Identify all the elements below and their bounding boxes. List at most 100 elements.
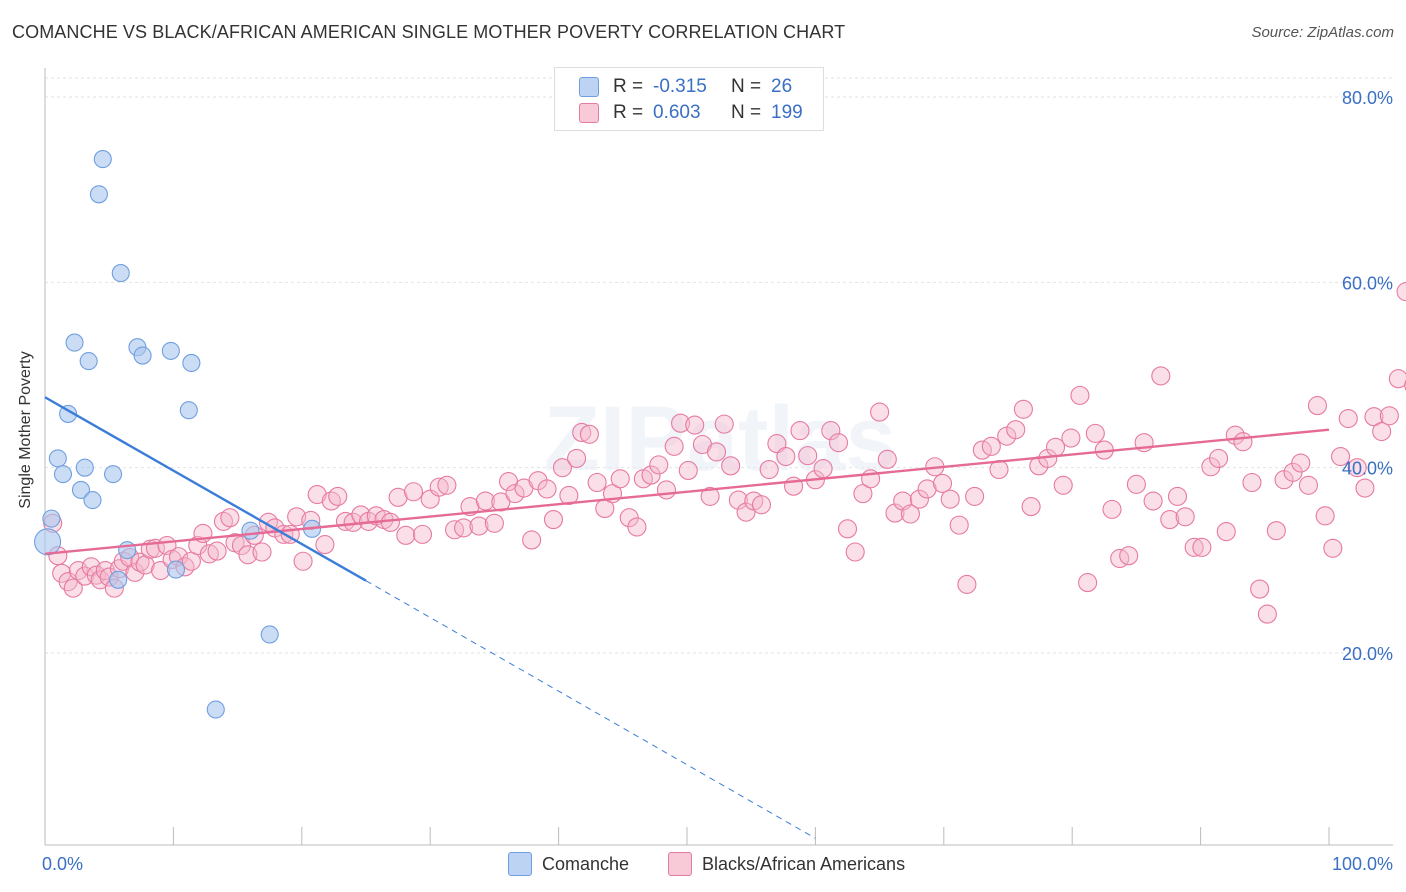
trend-lines <box>44 396 1330 839</box>
legend-row-comanche: R = -0.315 N = 26 <box>579 75 792 99</box>
point-blacks <box>853 484 873 504</box>
point-comanche <box>166 560 186 579</box>
legend-r-value: -0.315 <box>653 76 707 97</box>
bottom-legend-swatch-comanche <box>508 852 532 876</box>
point-blacks <box>828 433 849 453</box>
point-blacks <box>587 472 607 493</box>
point-blacks <box>981 436 1001 456</box>
point-blacks <box>429 477 449 497</box>
point-blacks <box>63 578 83 598</box>
point-blacks <box>1143 491 1163 511</box>
point-blacks <box>798 446 818 466</box>
tick-labels: 20.0% 40.0% 60.0% 80.0% 0.0% 100.0% <box>42 88 1393 874</box>
point-blacks <box>1201 457 1221 477</box>
point-blacks <box>700 486 720 506</box>
point-blacks <box>940 489 960 509</box>
y-axis-label-wrap: Single Mother Poverty <box>16 300 36 560</box>
point-blacks <box>307 484 327 505</box>
point-blacks <box>1323 538 1343 558</box>
point-blacks <box>656 480 677 500</box>
point-blacks <box>1045 437 1066 457</box>
legend-row-blacks: R = 0.603 N = 199 <box>579 101 803 125</box>
point-blacks <box>685 415 705 435</box>
point-blacks <box>522 530 542 550</box>
axes <box>44 68 1393 846</box>
point-comanche <box>104 465 123 484</box>
point-blacks <box>1291 453 1311 473</box>
point-blacks <box>627 517 647 537</box>
point-comanche <box>161 341 180 360</box>
point-blacks <box>706 442 727 462</box>
point-comanche <box>65 333 84 352</box>
y-tick-label: 40.0% <box>1342 459 1393 479</box>
point-blacks <box>641 465 661 485</box>
chart-title: COMANCHE VS BLACK/AFRICAN AMERICAN SINGL… <box>12 22 846 42</box>
point-blacks <box>1078 573 1098 593</box>
point-blacks <box>1379 406 1399 426</box>
point-blacks <box>1266 521 1286 541</box>
bottom-legend-label-comanche: Comanche <box>542 853 630 874</box>
point-blacks <box>1315 506 1335 526</box>
point-comanche <box>111 264 130 283</box>
point-blacks <box>736 502 756 522</box>
point-blacks <box>1070 385 1090 405</box>
point-comanche <box>133 346 152 365</box>
bottom-legend-comanche: Comanche <box>508 852 629 876</box>
y-tick-label: 20.0% <box>1342 644 1393 664</box>
point-blacks <box>1331 446 1351 467</box>
point-blacks <box>932 473 953 493</box>
point-blacks <box>837 519 858 539</box>
point-comanche <box>109 570 128 589</box>
point-blacks <box>543 510 564 530</box>
point-blacks <box>579 424 599 444</box>
point-blacks <box>1006 420 1026 440</box>
point-comanche <box>260 625 279 644</box>
point-comanche <box>59 404 78 423</box>
point-blacks <box>610 469 630 489</box>
point-blacks <box>671 413 691 433</box>
point-blacks <box>1242 472 1262 493</box>
y-tick-label: 80.0% <box>1342 88 1393 108</box>
point-blacks <box>813 459 833 479</box>
trend-line-comanche-extension <box>365 580 816 839</box>
point-comanche <box>182 353 201 373</box>
point-blacks <box>790 421 810 441</box>
point-comanche <box>241 521 260 540</box>
point-blacks <box>328 486 348 506</box>
point-blacks <box>380 512 400 532</box>
point-blacks <box>475 491 495 511</box>
point-blacks <box>1021 497 1041 517</box>
point-blacks <box>315 535 335 555</box>
point-comanche <box>48 449 67 468</box>
point-blacks <box>1355 478 1375 498</box>
point-blacks <box>1298 475 1319 495</box>
legend-n-value: 199 <box>771 102 803 123</box>
y-axis-label: Single Mother Poverty <box>17 351 34 509</box>
legend-n-value: 26 <box>771 76 793 97</box>
point-comanche <box>79 352 98 371</box>
grid-lines <box>45 77 1393 654</box>
bottom-legend-blacks: Blacks/African Americans <box>668 852 905 876</box>
point-blacks <box>238 545 258 565</box>
bottom-legend: Comanche Blacks/African Americans <box>0 852 1406 876</box>
point-blacks <box>1184 537 1204 557</box>
bottom-legend-swatch-blacks <box>668 852 692 876</box>
point-comanche <box>93 150 112 169</box>
point-blacks <box>1061 428 1081 448</box>
point-blacks <box>1209 448 1229 468</box>
trend-line-comanche <box>44 396 367 582</box>
point-blacks <box>909 489 929 509</box>
point-blacks <box>1160 510 1180 530</box>
point-comanche <box>89 185 108 204</box>
point-blacks <box>821 421 841 441</box>
point-blacks <box>1388 369 1406 389</box>
legend-n-label: N = <box>731 76 762 97</box>
series-blacks-points <box>43 282 1406 624</box>
legend-r-label: R = <box>613 102 644 123</box>
point-blacks <box>293 551 313 571</box>
point-blacks <box>1013 399 1033 419</box>
point-blacks <box>721 456 741 476</box>
point-blacks <box>125 562 145 582</box>
legend-swatch-comanche <box>579 77 599 97</box>
